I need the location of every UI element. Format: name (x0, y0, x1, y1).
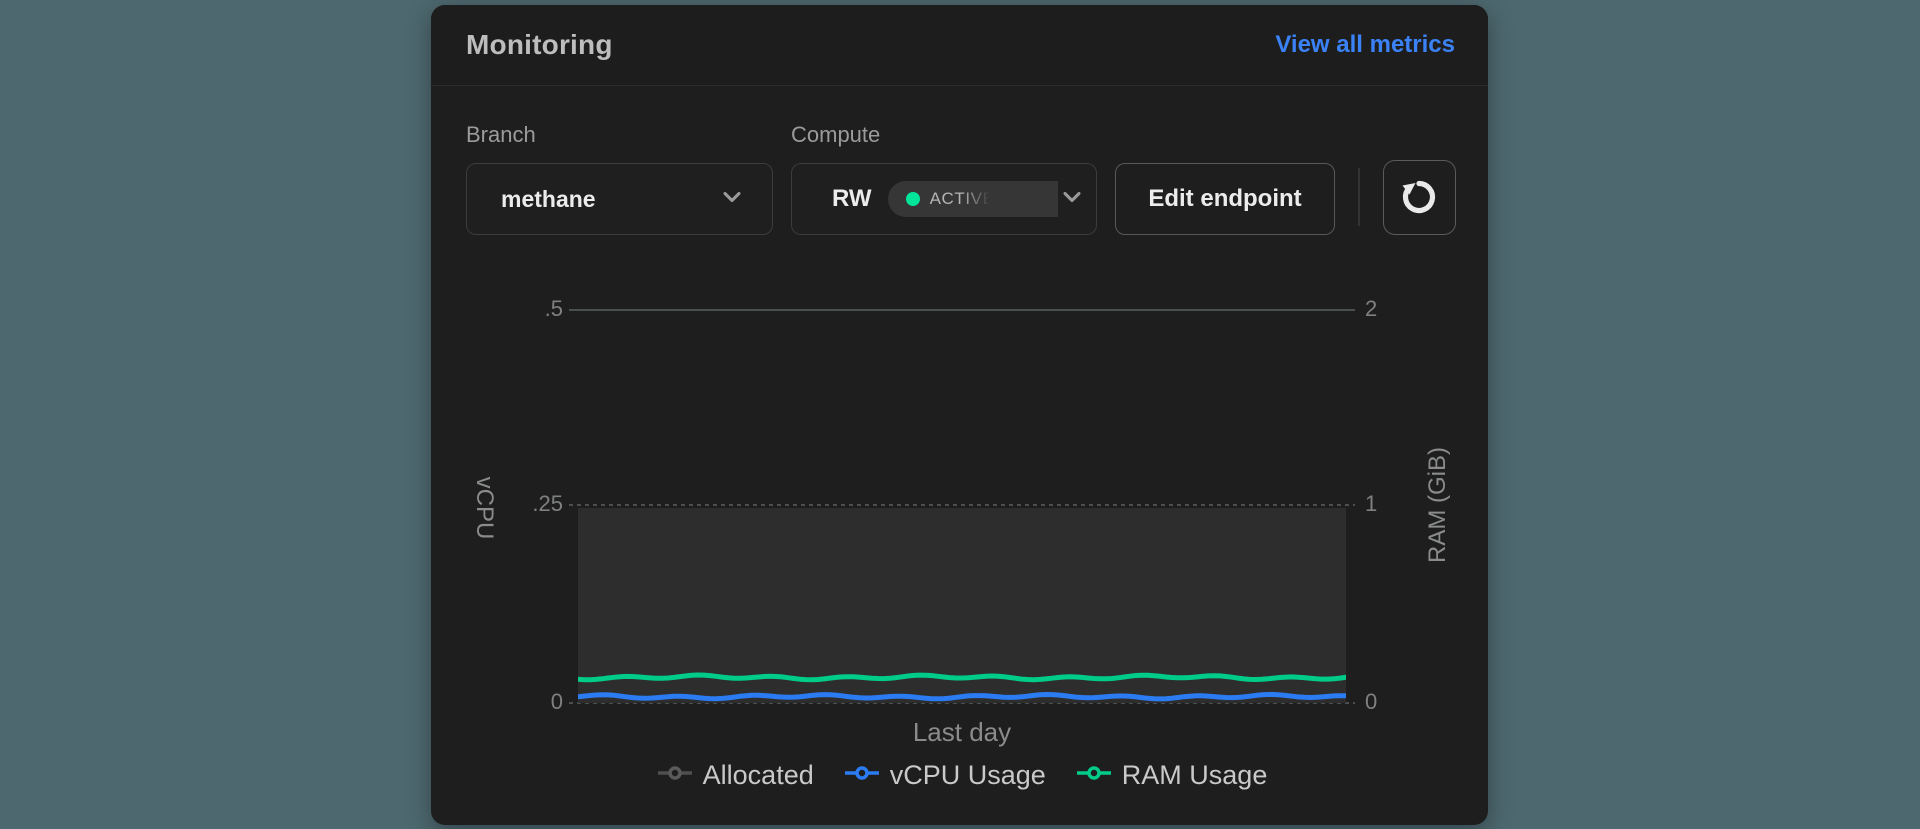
status-badge-clip: ACTIVE (887, 181, 1058, 217)
y-right-tick: 2 (1365, 296, 1378, 321)
branch-select-value: methane (501, 185, 596, 212)
vcpu-usage-line (578, 692, 1346, 702)
edit-endpoint-button[interactable]: Edit endpoint (1115, 163, 1336, 235)
branch-group: Branch methane (466, 122, 773, 235)
status-dot-icon (905, 192, 920, 206)
y-left-tick: .25 (532, 491, 563, 516)
card-header: Monitoring View all metrics (431, 5, 1488, 86)
allocated-marker-icon (657, 766, 693, 785)
legend-label: Allocated (702, 760, 814, 790)
status-badge-label: ACTIVE (929, 189, 995, 208)
y-axis-label-vcpu: vCPU (471, 476, 498, 540)
ram-usage-line (578, 672, 1346, 683)
y-right-tick: 0 (1365, 689, 1378, 714)
y-left-tick: 0 (550, 689, 563, 714)
y-axis-label-ram: RAM (GiB) (1424, 447, 1451, 563)
refresh-button[interactable] (1382, 160, 1456, 235)
vcpu-marker-icon (844, 766, 880, 785)
chart-legend: Allocated vCPU Usage RAM Usage (569, 760, 1355, 791)
compute-select[interactable]: RW ACTIVE (791, 163, 1097, 235)
allocated-area (578, 508, 1346, 703)
ram-marker-icon (1076, 766, 1112, 785)
y-right-tick: 1 (1365, 491, 1378, 516)
compute-select-value: RW (832, 185, 872, 212)
status-badge: ACTIVE (887, 181, 1058, 217)
compute-group: Compute RW ACTIVE (791, 122, 1097, 235)
chevron-down-icon (1058, 183, 1086, 216)
y-left-tick: .5 (544, 296, 563, 321)
page-title: Monitoring (466, 29, 613, 60)
legend-label: vCPU Usage (889, 760, 1046, 790)
legend-item-ram-usage[interactable]: RAM Usage (1076, 760, 1268, 791)
legend-item-vcpu-usage[interactable]: vCPU Usage (844, 760, 1046, 791)
usage-lines (578, 672, 1346, 702)
x-axis-label: Last day (912, 717, 1012, 747)
monitoring-card: Monitoring View all metrics Branch metha… (431, 5, 1488, 825)
view-all-metrics-link[interactable]: View all metrics (1275, 31, 1455, 58)
legend-label: RAM Usage (1121, 760, 1268, 790)
refresh-icon (1397, 174, 1441, 221)
gridline-mid (569, 504, 1355, 506)
chevron-down-icon (718, 183, 746, 216)
gridline-top (569, 309, 1355, 311)
compute-label: Compute (791, 122, 881, 147)
legend-item-allocated[interactable]: Allocated (657, 760, 814, 791)
gridline-bottom (569, 702, 1355, 704)
divider (1358, 167, 1360, 226)
branch-select[interactable]: methane (466, 163, 773, 235)
branch-label: Branch (466, 122, 536, 147)
controls-row: Branch methane Compute RW ACTIVE (431, 86, 1488, 235)
